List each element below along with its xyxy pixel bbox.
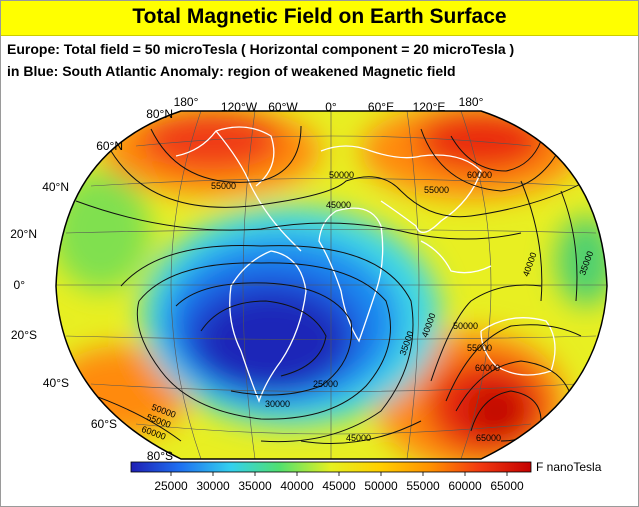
contour-label: 50000 bbox=[329, 170, 354, 180]
colorbar-ticks bbox=[170, 472, 508, 476]
colorbar-tick-label: 45000 bbox=[322, 479, 356, 493]
subtitle-anomaly: in Blue: South Atlantic Anomaly: region … bbox=[7, 63, 456, 79]
colorbar-tick-label: 50000 bbox=[364, 479, 398, 493]
colorbar bbox=[130, 461, 532, 473]
colorbar-tick-label: 30000 bbox=[196, 479, 230, 493]
latitude-label: 80°N bbox=[146, 107, 173, 121]
latitude-label: 80°S bbox=[146, 449, 173, 463]
contour-label: 45000 bbox=[326, 200, 351, 210]
contour-lines bbox=[75, 125, 587, 457]
colorbar-tick-label: 55000 bbox=[406, 479, 440, 493]
latitude-label: 40°N bbox=[42, 180, 69, 194]
contour-label: 65000 bbox=[476, 433, 501, 443]
title-bar: Total Magnetic Field on Earth Surface bbox=[1, 1, 638, 36]
contour-label: 50000 bbox=[453, 321, 478, 331]
longitude-label: 180° bbox=[173, 95, 199, 109]
longitude-label: 120°E bbox=[412, 100, 446, 114]
longitude-label: 0° bbox=[325, 100, 337, 114]
contour-label: 55000 bbox=[211, 181, 236, 191]
contour-label: 25000 bbox=[313, 379, 338, 389]
longitude-label: 60°E bbox=[367, 100, 395, 114]
longitude-label: 180° bbox=[458, 95, 484, 109]
contour-label: 30000 bbox=[265, 399, 290, 409]
latitude-label: 40°S bbox=[42, 376, 69, 390]
colorbar-tick-label: 65000 bbox=[490, 479, 524, 493]
latitude-label: 60°N bbox=[96, 139, 123, 153]
longitude-label: 120°W bbox=[220, 100, 258, 114]
latitude-label: 60°S bbox=[90, 417, 117, 431]
longitude-label: 60°W bbox=[268, 100, 298, 114]
latitude-label: 0° bbox=[13, 278, 25, 292]
subtitle-europe: Europe: Total field = 50 microTesla ( Ho… bbox=[7, 41, 515, 57]
colorbar-tick-label: 40000 bbox=[280, 479, 314, 493]
contour-label: 45000 bbox=[346, 433, 371, 443]
latitude-label: 20°N bbox=[10, 227, 37, 241]
map-outline bbox=[55, 110, 608, 460]
contour-label: 60000 bbox=[467, 170, 492, 180]
colorbar-tick-label: 60000 bbox=[448, 479, 482, 493]
colorbar-unit-label: F nanoTesla bbox=[536, 460, 602, 474]
contour-label: 60000 bbox=[475, 363, 500, 373]
contour-label: 55000 bbox=[467, 343, 492, 353]
colorbar-tick-label: 25000 bbox=[154, 479, 188, 493]
page-title: Total Magnetic Field on Earth Surface bbox=[132, 5, 507, 28]
latitude-label: 20°S bbox=[10, 328, 37, 342]
colorbar-tick-label: 35000 bbox=[238, 479, 272, 493]
contour-label: 55000 bbox=[424, 185, 449, 195]
